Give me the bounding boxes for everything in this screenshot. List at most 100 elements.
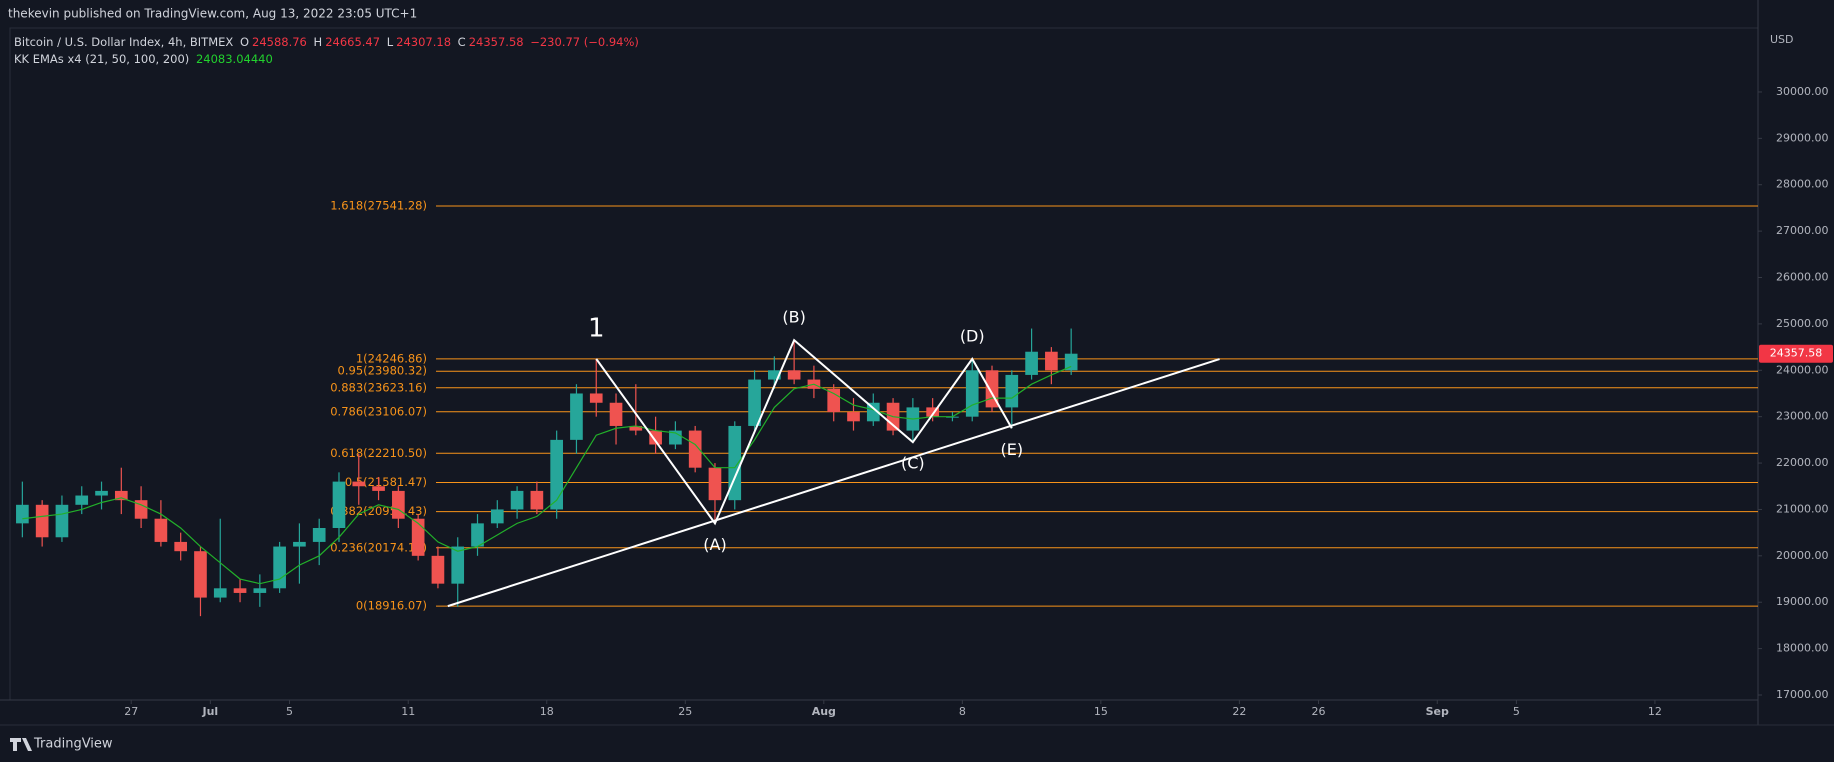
fib-label: 0.236(20174.14) <box>330 540 427 554</box>
wave-label: (C) <box>901 454 925 473</box>
candle-body <box>233 588 247 593</box>
y-tick-label: 29000.00 <box>1776 131 1829 144</box>
y-tick-label: 24000.00 <box>1776 363 1829 376</box>
x-tick-label: 11 <box>401 705 415 718</box>
candle-body <box>372 486 385 491</box>
fib-label: 1(24246.86) <box>356 351 427 365</box>
candle-body <box>847 412 860 422</box>
l-value: 24307.18 <box>396 35 452 49</box>
y-tick-label: 25000.00 <box>1776 317 1829 330</box>
candle-body <box>787 370 801 380</box>
y-tick-label: 27000.00 <box>1776 224 1829 237</box>
last-price-label: 24357.58 <box>1770 347 1823 360</box>
x-tick-label: 5 <box>286 705 293 718</box>
plot-area <box>9 27 1759 701</box>
y-tick-label: 28000.00 <box>1776 178 1829 191</box>
candle-body <box>253 588 267 593</box>
candle-body <box>35 504 49 538</box>
fib-label: 0.95(23980.32) <box>338 364 427 378</box>
fib-label: 1.618(27541.28) <box>330 199 427 213</box>
l-label: L <box>386 35 394 49</box>
candle-body <box>530 490 544 510</box>
candle-body <box>609 402 623 426</box>
fib-label: 0.5(21581.47) <box>345 475 427 489</box>
candle-body <box>570 393 583 440</box>
published-note: thekevin published on TradingView.com, A… <box>8 7 417 21</box>
candle-body <box>768 370 781 380</box>
wave-label: 1 <box>588 313 605 343</box>
candle-body <box>827 388 841 413</box>
h-label: H <box>313 35 323 49</box>
x-tick-label: Jul <box>202 705 219 718</box>
candle-body <box>926 407 939 417</box>
candle-body <box>965 370 979 417</box>
candle-body <box>451 546 465 584</box>
candle-body <box>510 490 524 510</box>
y-tick-label: 21000.00 <box>1776 502 1829 515</box>
candle-body <box>471 523 484 547</box>
h-value: 24665.47 <box>325 35 381 49</box>
candle-body <box>431 555 445 584</box>
trendline <box>447 358 1220 608</box>
legend-main: Bitcoin / U.S. Dollar Index, 4h, BITMEX … <box>14 35 642 49</box>
candle-body <box>16 504 29 524</box>
y-tick-label: 23000.00 <box>1776 410 1829 423</box>
c-value: 24357.58 <box>468 35 524 49</box>
wave-label: (B) <box>782 308 805 327</box>
candle-body <box>194 551 207 598</box>
x-tick-label: Aug <box>812 705 836 718</box>
candle-body <box>589 393 603 403</box>
c-label: C <box>457 35 466 49</box>
candle-body <box>1025 351 1038 375</box>
x-tick-label: 22 <box>1232 705 1246 718</box>
candle-body <box>154 518 168 542</box>
brand-logo <box>10 738 32 751</box>
x-tick-label: 27 <box>124 705 138 718</box>
y-tick-label: 19000.00 <box>1776 595 1829 608</box>
fib-label: 0.786(23106.07) <box>330 404 427 418</box>
x-tick-label: Sep <box>1426 705 1449 718</box>
candle-body <box>174 541 188 552</box>
o-label: O <box>239 35 249 49</box>
x-tick-label: 12 <box>1648 705 1662 718</box>
candle-body <box>411 518 425 556</box>
wave-label: (A) <box>703 535 726 554</box>
candle-body <box>688 430 702 468</box>
candle-body <box>1005 374 1019 408</box>
candle-body <box>55 504 69 538</box>
brand: TradingView <box>33 737 113 752</box>
change: −230.77 (−0.94%) <box>530 35 639 49</box>
candle-body <box>1045 351 1058 371</box>
candle-body <box>748 379 761 426</box>
candle-body <box>708 467 722 501</box>
x-tick-label: 26 <box>1312 705 1326 718</box>
y-tick-label: 30000.00 <box>1776 85 1829 98</box>
fib-label: 0.883(23623.16) <box>330 380 427 394</box>
currency: USD <box>1770 33 1794 46</box>
y-tick-label: 17000.00 <box>1776 688 1829 701</box>
x-tick-label: 15 <box>1094 705 1108 718</box>
candle-body <box>629 425 643 431</box>
y-tick-label: 22000.00 <box>1776 456 1829 469</box>
x-tick-label: 25 <box>678 705 692 718</box>
y-tick-label: 18000.00 <box>1776 642 1829 655</box>
x-tick-label: 5 <box>1513 705 1520 718</box>
x-tick-label: 8 <box>959 705 966 718</box>
wave-path <box>595 338 1013 526</box>
candle-body <box>649 430 662 445</box>
wave-label: (E) <box>1001 440 1024 459</box>
ema-line <box>22 365 1072 585</box>
candle-body <box>75 495 89 505</box>
candle-body <box>866 402 880 422</box>
fib-label: 0(18916.07) <box>356 599 427 613</box>
candle-body <box>114 490 128 501</box>
candle-body <box>134 500 148 519</box>
candle-body <box>490 509 504 524</box>
candle-body <box>312 527 326 542</box>
indicator-name: KK EMAs x4 (21, 50, 100, 200) <box>14 52 190 66</box>
candle-body <box>728 425 742 501</box>
candle-body <box>293 541 306 547</box>
candle-body <box>352 481 366 487</box>
